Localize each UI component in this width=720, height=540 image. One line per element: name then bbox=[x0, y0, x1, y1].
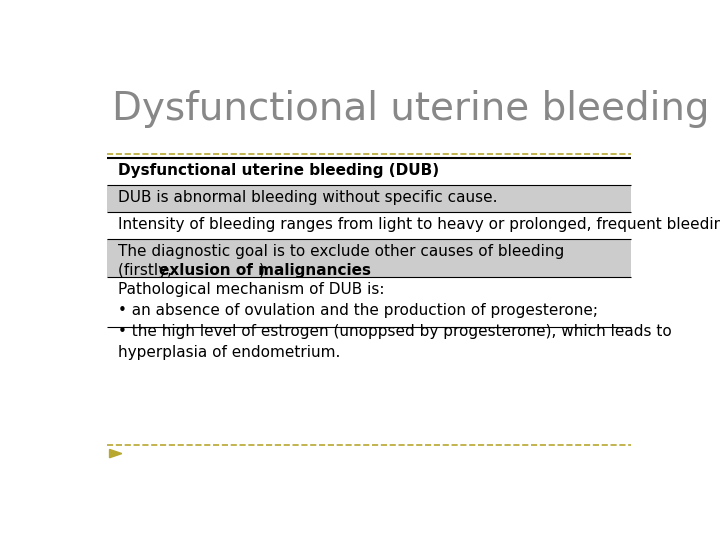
Text: Intensity of bleeding ranges from light to heavy or prolonged, frequent bleeding: Intensity of bleeding ranges from light … bbox=[118, 218, 720, 232]
Bar bbox=[107, 277, 631, 327]
Text: ).: ). bbox=[258, 263, 269, 278]
Bar bbox=[107, 158, 631, 185]
Text: Dysfunctional uterine bleeding (DUB): Dysfunctional uterine bleeding (DUB) bbox=[112, 90, 720, 128]
Bar bbox=[107, 239, 631, 277]
Text: DUB is abnormal bleeding without specific cause.: DUB is abnormal bleeding without specifi… bbox=[118, 191, 498, 205]
Text: Pathological mechanism of DUB is:
• an absence of ovulation and the production o: Pathological mechanism of DUB is: • an a… bbox=[118, 282, 672, 360]
Text: The diagnostic goal is to exclude other causes of bleeding: The diagnostic goal is to exclude other … bbox=[118, 245, 564, 259]
Bar bbox=[107, 212, 631, 239]
Text: exlusion of malignancies: exlusion of malignancies bbox=[159, 263, 372, 278]
Text: Dysfunctional uterine bleeding (DUB): Dysfunctional uterine bleeding (DUB) bbox=[118, 163, 439, 178]
Bar bbox=[107, 185, 631, 212]
Text: (firstly,: (firstly, bbox=[118, 263, 177, 278]
Polygon shape bbox=[109, 449, 122, 458]
